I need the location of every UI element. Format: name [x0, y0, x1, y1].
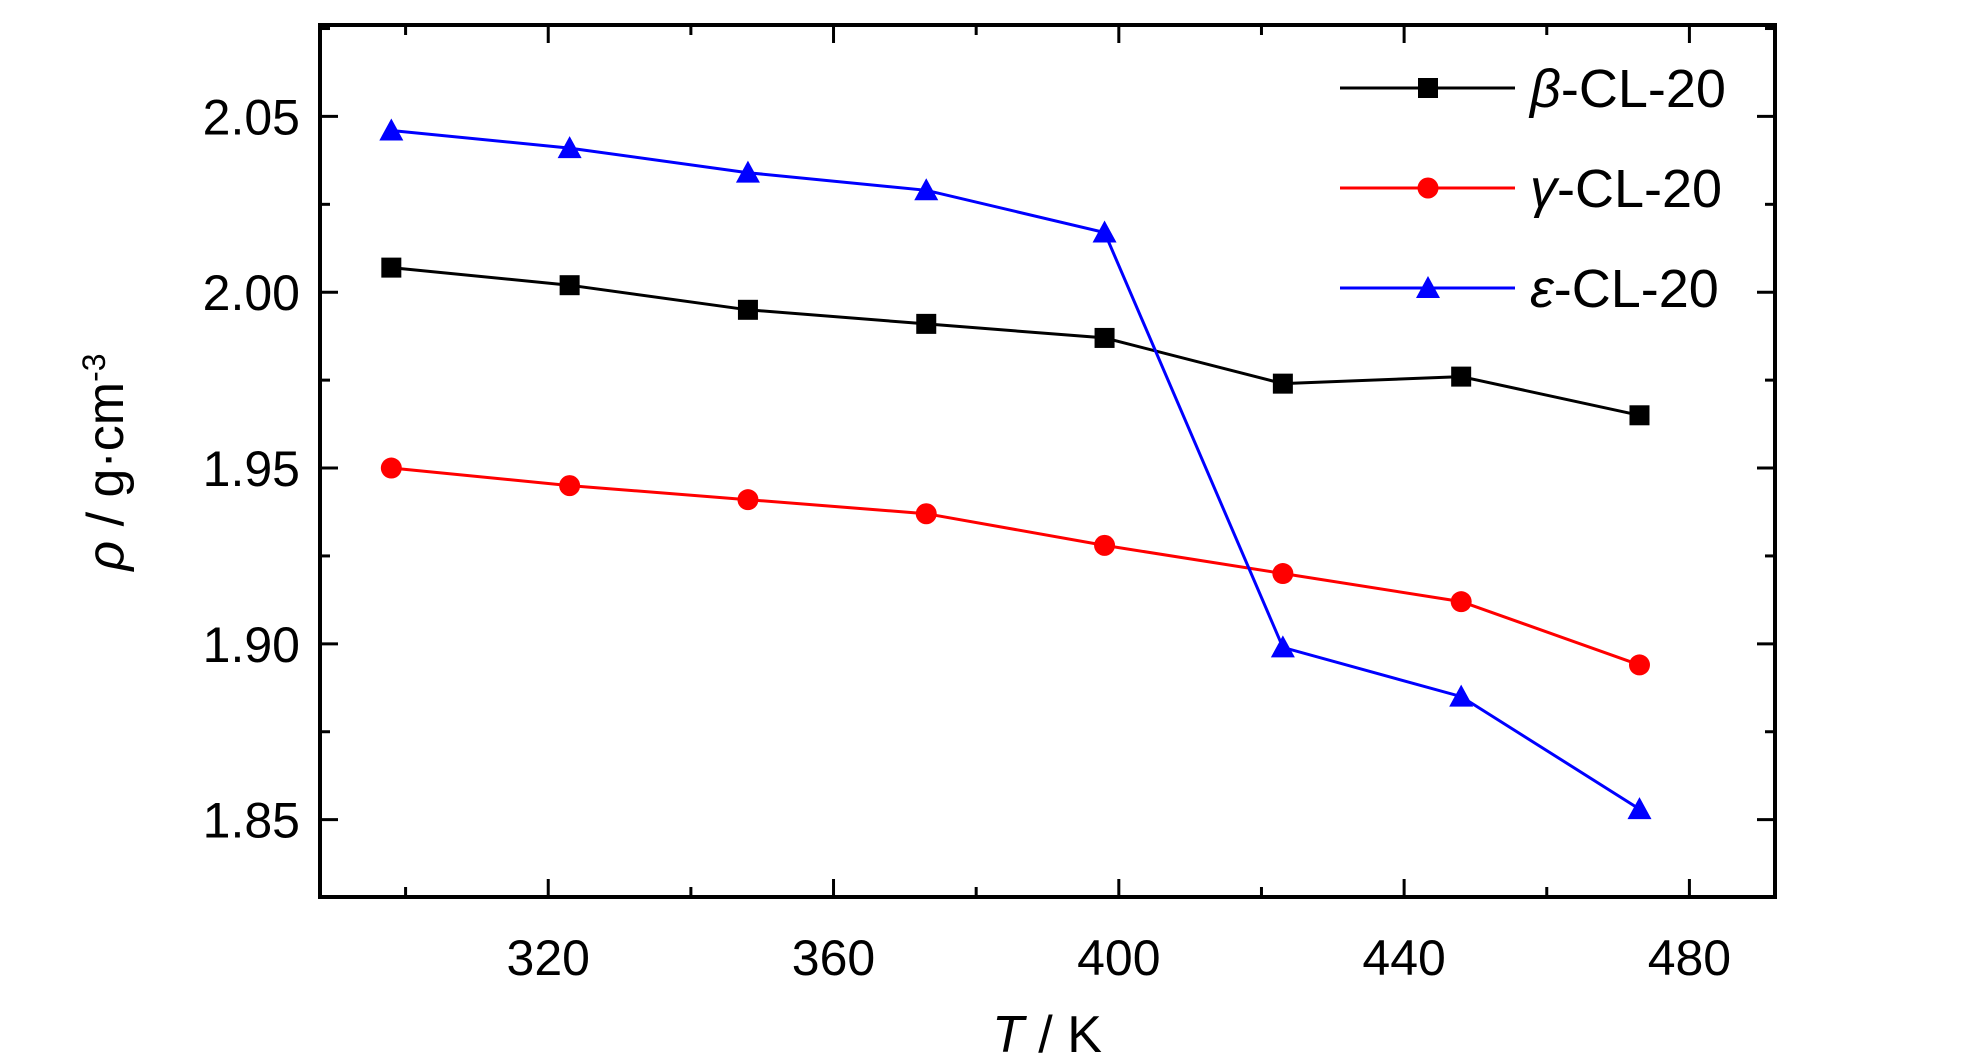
data-point [1628, 654, 1650, 676]
data-point [737, 489, 759, 511]
y-tick-label: 1.85 [203, 793, 300, 849]
data-point [380, 457, 402, 479]
data-point [1272, 563, 1294, 585]
legend-marker [1418, 78, 1438, 98]
data-point [1627, 797, 1652, 820]
legend-marker [1416, 276, 1440, 298]
data-point [557, 136, 582, 159]
x-tick-label: 360 [792, 930, 875, 986]
y-tick-label: 1.95 [203, 441, 300, 497]
data-point [381, 257, 402, 278]
x-axis-label: T / K [992, 1006, 1102, 1063]
data-point [1451, 366, 1472, 387]
legend-label: β-CL-20 [1528, 59, 1726, 119]
data-point [1270, 635, 1295, 658]
legend-label: γ-CL-20 [1530, 159, 1722, 219]
data-point [1449, 684, 1474, 707]
x-tick-label: 400 [1077, 930, 1160, 986]
legend: β-CL-20 γ-CL-20 ε-CL-20 [1340, 59, 1726, 319]
data-point [1450, 591, 1472, 613]
axis-ticks: 320 360 400 440 480 1.85 1.90 1.95 2.00 2.05 [203, 25, 1775, 986]
data-point [559, 275, 580, 296]
series-line [391, 129, 1641, 811]
x-tick-label: 440 [1362, 930, 1445, 986]
x-tick-label: 480 [1648, 930, 1731, 986]
legend-label: ε-CL-20 [1530, 259, 1719, 319]
data-point [735, 160, 760, 183]
series-circle [380, 457, 1650, 676]
y-tick-label: 2.05 [203, 89, 300, 145]
data-point [914, 178, 939, 201]
data-point [915, 503, 937, 525]
y-tick-label: 1.90 [203, 617, 300, 673]
series-line [391, 266, 1640, 417]
legend-entry: β-CL-20 [1340, 59, 1726, 119]
data-point [379, 118, 404, 141]
data-point [1092, 220, 1117, 243]
plot-frame [318, 23, 1777, 899]
x-tick-label: 320 [507, 930, 590, 986]
data-point [1629, 405, 1650, 426]
y-tick-label: 2.00 [203, 265, 300, 321]
data-point [737, 299, 758, 320]
series-line [391, 466, 1641, 667]
legend-entry: ε-CL-20 [1340, 259, 1719, 319]
legend-entry: γ-CL-20 [1340, 159, 1722, 219]
data-point [1094, 327, 1115, 348]
data-point [1272, 373, 1293, 394]
y-axis-label: ρ / g·cm-3 [76, 353, 135, 572]
data-point [916, 313, 937, 334]
data-point [1094, 534, 1116, 556]
data-point [559, 475, 581, 497]
series-layer [379, 118, 1652, 820]
series-triangle [379, 118, 1652, 820]
legend-marker [1417, 177, 1439, 199]
series-square [381, 257, 1650, 426]
